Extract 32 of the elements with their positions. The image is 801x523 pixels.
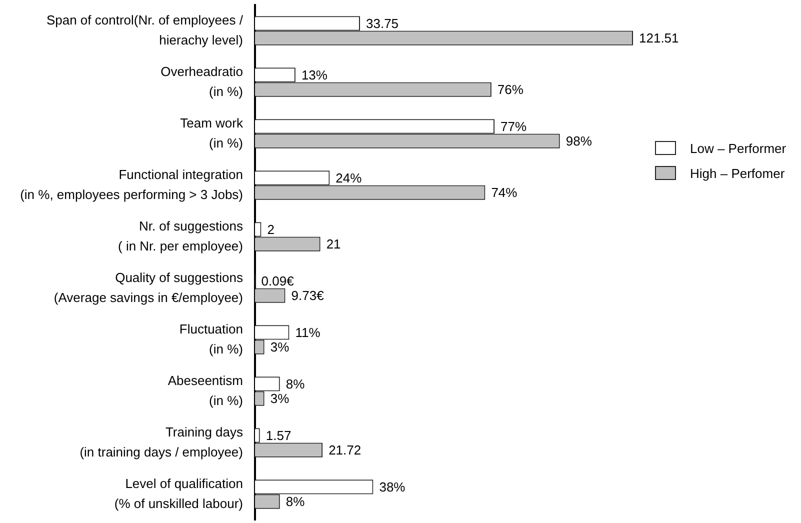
y-tick-label: Overheadratio (in %) [160, 64, 243, 99]
y-tick-label: Training days (in training days / employee) [80, 424, 244, 460]
data-label: 3% [270, 340, 290, 355]
data-label: 74% [491, 185, 518, 200]
data-label: 13% [301, 67, 328, 82]
data-label: 24% [336, 170, 362, 186]
y-tick-label: Quality of suggestions (Average savings in €/employee) [54, 270, 244, 305]
data-label: 98% [566, 134, 592, 149]
data-label: 8% [286, 494, 306, 510]
data-label: 21.72 [328, 442, 362, 458]
y-tick-label: Team work (in %) [180, 115, 244, 150]
data-label: 2 [267, 222, 274, 237]
y-tick-label: Functional integration (in %, employees performing > 3 Jobs) [20, 166, 243, 202]
data-label: 21 [326, 236, 341, 252]
data-label: 1.57 [266, 428, 292, 443]
data-label: 11% [295, 324, 321, 340]
data-label: 0.09€ [261, 273, 295, 288]
y-tick-label: Abeseentism (in %) [168, 372, 243, 408]
data-label: 76% [497, 82, 524, 98]
data-label: 121.51 [639, 30, 679, 46]
data-label: 33.75 [366, 16, 399, 31]
y-tick-label: Span of control(Nr. of employees / hierachy level) [46, 12, 244, 48]
data-label: 38% [379, 479, 406, 494]
text: Low – Performer [690, 140, 786, 156]
data-label: 8% [286, 376, 306, 392]
y-tick-label: Level of qualification (% of unskilled labour) [114, 476, 243, 511]
data-label: 3% [270, 391, 290, 406]
y-tick-label: Fluctuation (in %) [179, 321, 243, 356]
data-label: 77% [500, 118, 527, 134]
data-label: 9.73€ [291, 288, 325, 304]
legend-label: High – Perfomer [690, 166, 785, 181]
y-tick-label: Nr. of suggestions ( in Nr. per employee) [118, 218, 244, 254]
